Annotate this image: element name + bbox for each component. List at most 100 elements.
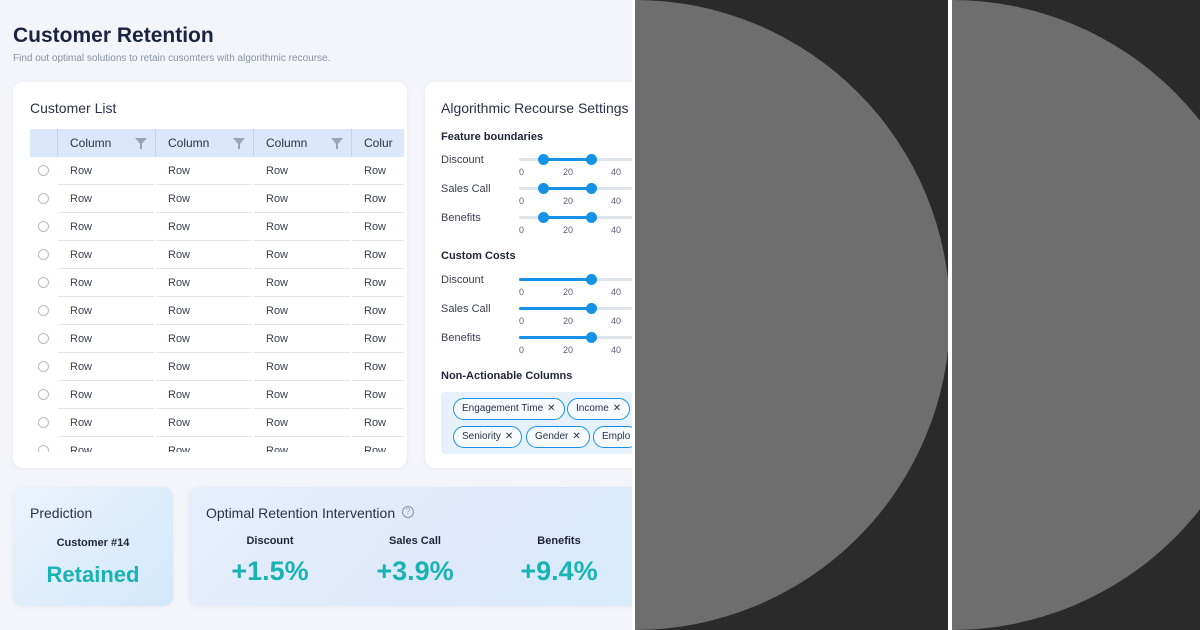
table-row[interactable]: Row Row Row Row	[30, 409, 404, 437]
column-header[interactable]: Colur	[352, 129, 404, 157]
customer-list-title: Customer List	[30, 100, 117, 116]
slider-label: Discount	[441, 274, 484, 286]
row-radio[interactable]	[38, 249, 49, 260]
slider-fill	[543, 216, 591, 219]
page-title: Customer Retention	[13, 24, 214, 47]
filter-icon[interactable]	[233, 138, 245, 149]
slider-handle[interactable]	[586, 332, 597, 343]
slider-tick-label: 20	[563, 316, 574, 326]
table-cell: Row	[156, 185, 252, 213]
table-row[interactable]: Row Row Row Row	[30, 297, 404, 325]
row-radio[interactable]	[38, 193, 49, 204]
value-slider[interactable]	[519, 332, 632, 343]
table-cell: Row	[352, 381, 404, 409]
half-disc-panel	[635, 0, 948, 630]
metric-discount-label: Discount	[246, 535, 294, 547]
chip-seniority[interactable]: Seniority ✕	[453, 426, 523, 448]
table-cell: Row	[352, 241, 404, 269]
chip-engagement-time[interactable]: Engagement Time ✕	[453, 398, 565, 420]
half-disc-shape	[635, 0, 948, 630]
slider-handle[interactable]	[586, 274, 597, 285]
column-header[interactable]: Column	[58, 129, 156, 157]
slider-tick-label: 40	[611, 225, 622, 235]
table-cell: Row	[254, 381, 350, 409]
table-row[interactable]: Row Row Row Row	[30, 241, 404, 269]
row-radio[interactable]	[38, 165, 49, 176]
chip-label: Gender	[535, 431, 569, 442]
slider-fill	[519, 278, 591, 281]
table-cell: Row	[58, 213, 154, 241]
table-cell: Row	[254, 437, 350, 452]
column-header-label: Column	[266, 136, 308, 150]
row-radio[interactable]	[38, 389, 49, 400]
slider-tick-label: 0	[519, 167, 525, 177]
row-radio[interactable]	[38, 277, 49, 288]
chip-income[interactable]: Income ✕	[567, 398, 631, 420]
slider-handle[interactable]	[538, 183, 549, 194]
filter-icon[interactable]	[331, 138, 343, 149]
slider-handle[interactable]	[586, 183, 597, 194]
metric-sales-call-value: +3.9%	[376, 556, 454, 586]
slider-tick-label: 20	[563, 287, 574, 297]
table-cell: Row	[58, 381, 154, 409]
column-header[interactable]: Column	[156, 129, 254, 157]
slider-label: Benefits	[441, 332, 481, 344]
half-disc-panel	[952, 0, 1200, 630]
table-cell: Row	[58, 409, 154, 437]
row-radio[interactable]	[38, 305, 49, 316]
row-radio[interactable]	[38, 361, 49, 372]
table-cell: Row	[352, 325, 404, 353]
slider-handle[interactable]	[586, 303, 597, 314]
table-cell: Row	[58, 297, 154, 325]
table-cell: Row	[156, 325, 252, 353]
remove-icon[interactable]: ✕	[504, 431, 514, 442]
slider-handle[interactable]	[586, 154, 597, 165]
column-header-label: Colur	[364, 136, 393, 150]
table-row[interactable]: Row Row Row Row	[30, 185, 404, 213]
column-header[interactable]: Column	[254, 129, 352, 157]
help-icon[interactable]: ?	[402, 506, 414, 518]
slider-handle[interactable]	[538, 212, 549, 223]
row-radio[interactable]	[38, 221, 49, 232]
remove-icon[interactable]: ✕	[612, 403, 622, 414]
table-cell: Row	[254, 353, 350, 381]
row-radio[interactable]	[38, 333, 49, 344]
chip-gender[interactable]: Gender ✕	[526, 426, 590, 448]
slider-handle[interactable]	[586, 212, 597, 223]
table-row[interactable]: Row Row Row Row	[30, 213, 404, 241]
slider-handle[interactable]	[538, 154, 549, 165]
value-slider[interactable]	[519, 274, 632, 285]
slider-tick-label: 40	[611, 316, 622, 326]
row-radio[interactable]	[38, 445, 49, 452]
range-slider[interactable]	[519, 212, 632, 223]
row-radio[interactable]	[38, 417, 49, 428]
slider-label: Benefits	[441, 212, 481, 224]
table-row[interactable]: Row Row Row Row	[30, 269, 404, 297]
slider-label: Sales Call	[441, 303, 491, 315]
metric-benefits-label: Benefits	[537, 535, 581, 547]
range-slider[interactable]	[519, 183, 632, 194]
table-row[interactable]: Row Row Row Row	[30, 381, 404, 409]
remove-icon[interactable]: ✕	[572, 431, 581, 442]
value-slider[interactable]	[519, 303, 632, 314]
table-row[interactable]: Row Row Row Row	[30, 325, 404, 353]
table-cell: Row	[156, 409, 252, 437]
table-cell: Row	[58, 269, 154, 297]
intervention-card: Optimal Retention Intervention ? Discoun…	[189, 487, 632, 606]
chip-employment[interactable]: Emplo	[593, 426, 632, 448]
table-cell: Row	[156, 381, 252, 409]
table-row[interactable]: Row Row Row Row	[30, 437, 404, 452]
chip-label: Income	[576, 403, 609, 414]
range-slider[interactable]	[519, 154, 632, 165]
slider-fill	[543, 187, 591, 190]
remove-icon[interactable]: ✕	[547, 403, 556, 414]
table-row[interactable]: Row Row Row Row	[30, 353, 404, 381]
table-row[interactable]: Row Row Row Row	[30, 157, 404, 185]
table-cell: Row	[156, 269, 252, 297]
chip-label: Seniority	[462, 431, 501, 442]
filter-icon[interactable]	[135, 138, 147, 149]
slider-tick-label: 20	[563, 225, 574, 235]
prediction-card: Prediction Customer #14 Retained	[13, 487, 173, 606]
slider-tick-label: 0	[519, 196, 525, 206]
table-cell: Row	[254, 157, 350, 185]
